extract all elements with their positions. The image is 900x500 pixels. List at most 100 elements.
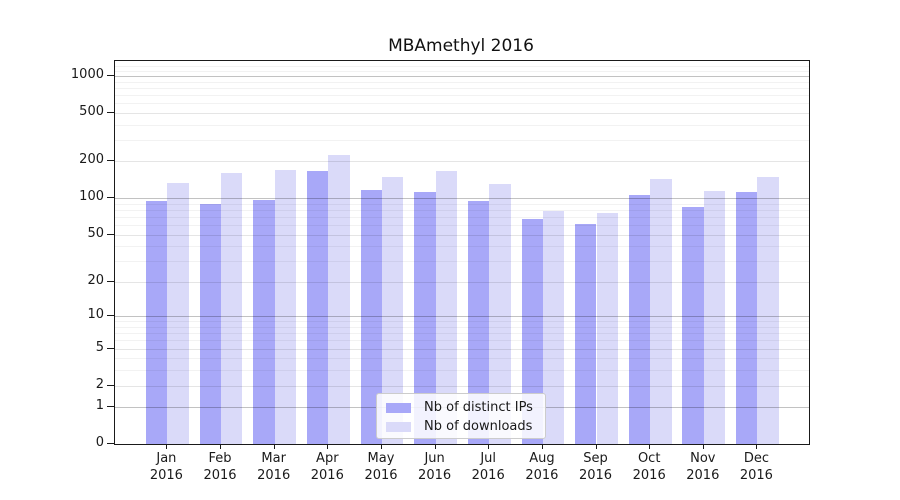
x-tick-label-jul: Jul 2016: [471, 451, 505, 483]
gridline-600: [115, 103, 809, 104]
x-tick-label-sep: Sep 2016: [578, 451, 613, 483]
bar-nb-of-downloads-aug-2016: [542, 211, 565, 444]
bar-nb-of-downloads-jan-2016: [167, 183, 189, 444]
bar-nb-of-downloads-jul-2016: [489, 183, 511, 444]
y-tick-label-100: 100: [79, 189, 104, 205]
gridline-800: [115, 87, 809, 89]
y-tick-mark-100: [107, 197, 114, 199]
bar-nb-of-distinct-ips-jun-2016: [414, 192, 436, 444]
x-tick-mark-7: [488, 444, 490, 449]
x-tick-label-oct: Oct 2016: [632, 451, 666, 483]
gridline-9: [115, 321, 809, 323]
x-tick-mark-10: [649, 444, 651, 449]
gridline-60: [115, 224, 809, 226]
bar-nb-of-downloads-jun-2016: [435, 171, 457, 444]
gridline-1000: [115, 75, 809, 77]
y-tick-label-5: 5: [95, 339, 104, 355]
gridline-2: [115, 385, 809, 387]
gridline-400: [115, 124, 809, 126]
x-tick-mark-8: [541, 444, 543, 449]
y-tick-label-0: 0: [95, 435, 104, 450]
x-tick-label-aug: Aug 2016: [525, 451, 559, 483]
bar-nb-of-distinct-ips-dec-2016: [736, 191, 758, 444]
x-tick-mark-1: [166, 444, 168, 449]
gridline-40: [115, 246, 809, 248]
bar-nb-of-distinct-ips-aug-2016: [521, 219, 543, 444]
bar-nb-of-distinct-ips-mar-2016: [253, 200, 275, 444]
y-tick-label-500: 500: [79, 103, 104, 119]
bar-nb-of-downloads-feb-2016: [221, 172, 243, 444]
gridline-10: [115, 316, 809, 318]
bar-nb-of-distinct-ips-jan-2016: [146, 201, 168, 444]
bar-nb-of-downloads-nov-2016: [703, 191, 726, 444]
x-tick-label-feb: Feb 2016: [203, 451, 237, 483]
legend: Nb of distinct IPs Nb of downloads: [376, 393, 546, 439]
bar-nb-of-distinct-ips-sep-2016: [575, 224, 597, 444]
legend-row-distinct-ips: Nb of distinct IPs: [386, 398, 537, 417]
y-tick-label-10: 10: [87, 307, 104, 323]
bar-nb-of-downloads-apr-2016: [328, 154, 350, 444]
bar-nb-of-downloads-may-2016: [382, 177, 404, 444]
x-tick-mark-9: [595, 444, 597, 449]
x-tick-mark-3: [273, 444, 275, 449]
y-tick-label-20: 20: [87, 272, 104, 288]
x-tick-label-jan: Jan 2016: [149, 451, 183, 483]
y-tick-mark-0: [107, 443, 114, 444]
gridline-3: [115, 370, 809, 372]
gridline-20: [115, 281, 809, 283]
legend-label-distinct-ips: Nb of distinct IPs: [424, 400, 533, 415]
x-tick-label-dec: Dec 2016: [739, 451, 773, 483]
bar-nb-of-distinct-ips-nov-2016: [682, 206, 704, 444]
gridline-100: [115, 198, 809, 200]
gridline-5: [115, 348, 809, 350]
plot-area: [114, 60, 810, 445]
legend-swatch-downloads: [386, 421, 411, 432]
gridline-70: [115, 216, 809, 218]
x-tick-mark-5: [381, 444, 382, 449]
bars-layer: [115, 61, 809, 444]
bar-nb-of-downloads-oct-2016: [650, 179, 672, 444]
bar-nb-of-downloads-mar-2016: [274, 170, 297, 444]
x-tick-label-nov: Nov 2016: [686, 451, 720, 483]
legend-row-downloads: Nb of downloads: [386, 417, 537, 436]
gridline-700: [115, 94, 809, 96]
gridline-1200: [115, 66, 809, 68]
gridline-7: [115, 333, 809, 335]
x-tick-label-apr: Apr 2016: [310, 451, 344, 483]
y-tick-mark-1000: [107, 74, 114, 76]
chart-title: MBAmethyl 2016: [388, 36, 534, 56]
gridline-6: [115, 340, 809, 342]
gridline-900: [115, 81, 809, 83]
legend-swatch-distinct-ips: [386, 402, 411, 413]
gridline-90: [115, 203, 809, 205]
y-tick-mark-50: [107, 233, 114, 235]
gridline-8: [115, 326, 809, 328]
y-tick-mark-1: [107, 406, 114, 408]
x-tick-mark-11: [702, 444, 704, 449]
bar-nb-of-distinct-ips-feb-2016: [199, 204, 221, 444]
y-tick-mark-2: [107, 384, 114, 386]
x-tick-label-jun: Jun 2016: [418, 451, 452, 483]
x-tick-mark-12: [756, 444, 758, 449]
x-tick-label-mar: Mar 2016: [257, 451, 291, 483]
bar-nb-of-distinct-ips-may-2016: [360, 189, 382, 444]
y-tick-label-1: 1: [95, 398, 104, 414]
y-tick-mark-200: [107, 160, 114, 162]
x-tick-mark-6: [434, 444, 436, 449]
x-tick-mark-2: [220, 444, 221, 449]
gridline-80: [115, 209, 809, 211]
gridline-1100: [115, 70, 809, 72]
x-tick-label-may: May 2016: [364, 451, 398, 483]
gridline-500: [115, 112, 809, 114]
y-tick-mark-20: [107, 280, 114, 282]
bar-nb-of-downloads-sep-2016: [596, 212, 618, 444]
y-tick-label-1000: 1000: [70, 66, 104, 82]
bar-nb-of-distinct-ips-apr-2016: [306, 171, 329, 444]
gridlines-layer: [115, 61, 809, 444]
bar-nb-of-distinct-ips-oct-2016: [628, 194, 651, 444]
gridline-4: [115, 358, 809, 360]
legend-label-downloads: Nb of downloads: [424, 419, 533, 434]
gridline-30: [115, 261, 809, 262]
y-tick-mark-500: [107, 111, 114, 113]
